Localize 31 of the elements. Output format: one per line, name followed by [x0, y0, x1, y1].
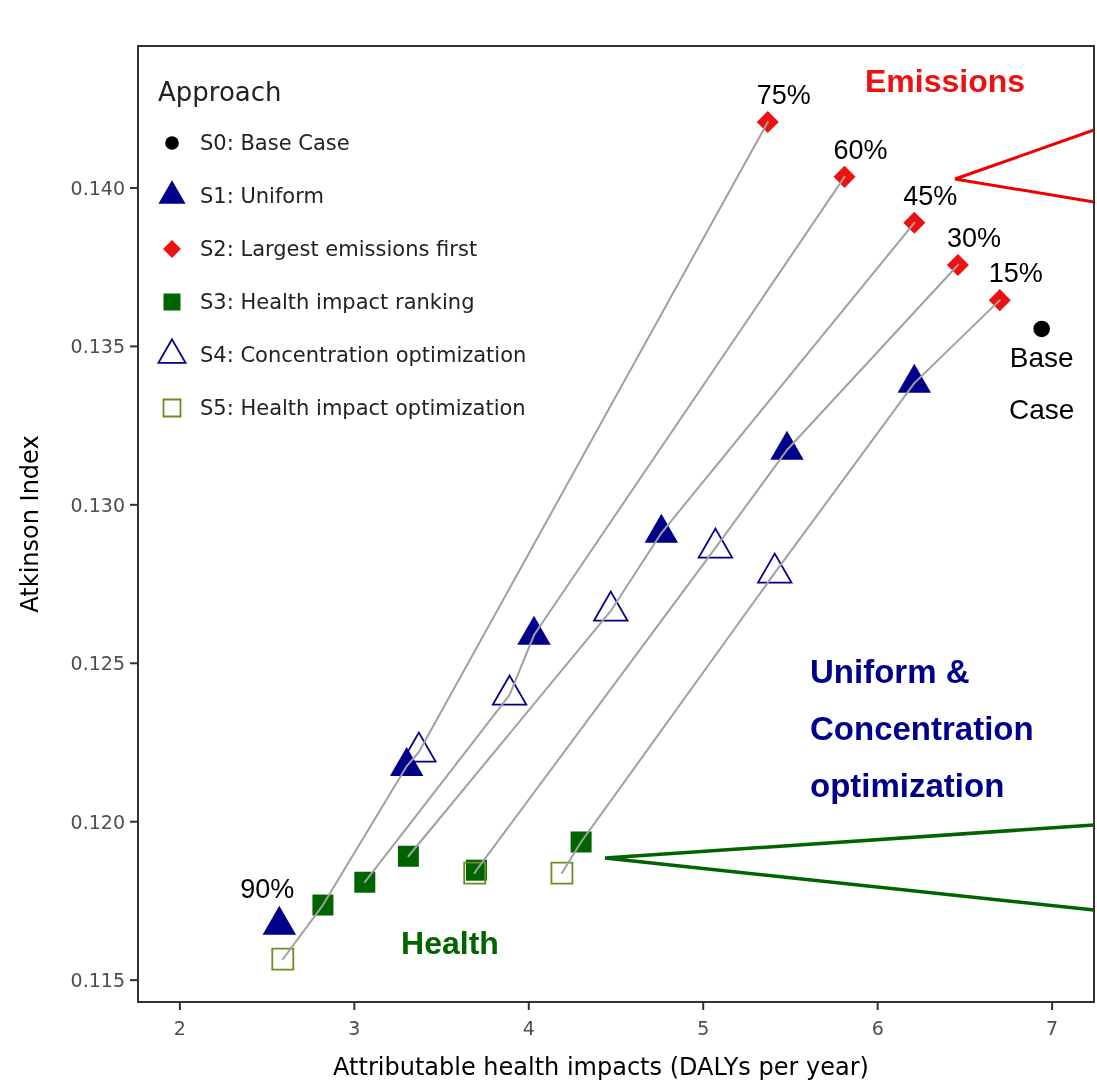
- x-tick-label: 4: [522, 1017, 535, 1039]
- annotation: Uniform & Concentration optimization: [810, 653, 1034, 804]
- x-tick-label: 7: [1046, 1017, 1059, 1039]
- y-tick-label: 0.125: [70, 652, 125, 675]
- annotation: Base Case: [1008, 341, 1075, 425]
- x-tick-label: 5: [697, 1017, 710, 1039]
- y-tick-label: 0.140: [70, 176, 125, 199]
- annotation: 60%: [833, 134, 888, 165]
- y-tick-label: 0.120: [70, 810, 125, 833]
- y-tick-label: 0.115: [70, 969, 125, 992]
- legend-label: S4: Concentration optimization: [200, 343, 527, 367]
- annotation: 45%: [903, 180, 958, 211]
- x-tick-label: 3: [348, 1017, 361, 1039]
- x-axis-title: Attributable health impacts (DALYs per year): [333, 1053, 869, 1081]
- x-tick-label: 6: [871, 1017, 884, 1039]
- y-axis-title: Atkinson Index: [16, 435, 44, 613]
- legend-title: Approach: [158, 77, 282, 107]
- legend-label: S3: Health impact ranking: [200, 290, 475, 314]
- annotation: Emissions: [864, 63, 1026, 99]
- annotation: 30%: [946, 222, 1001, 253]
- legend-label: S1: Uniform: [200, 184, 324, 208]
- y-tick-label: 0.135: [70, 335, 125, 358]
- legend-label: S2: Largest emissions first: [200, 237, 478, 261]
- legend-label: S0: Base Case: [200, 131, 350, 155]
- x-tick-label: 2: [173, 1017, 186, 1039]
- annotation: 90%: [240, 874, 295, 904]
- y-tick-label: 0.130: [70, 493, 125, 516]
- annotation: 75%: [756, 80, 811, 111]
- annotation: 15%: [988, 258, 1043, 289]
- legend-label: S5: Health impact optimization: [200, 396, 526, 420]
- annotation: Health: [401, 925, 499, 961]
